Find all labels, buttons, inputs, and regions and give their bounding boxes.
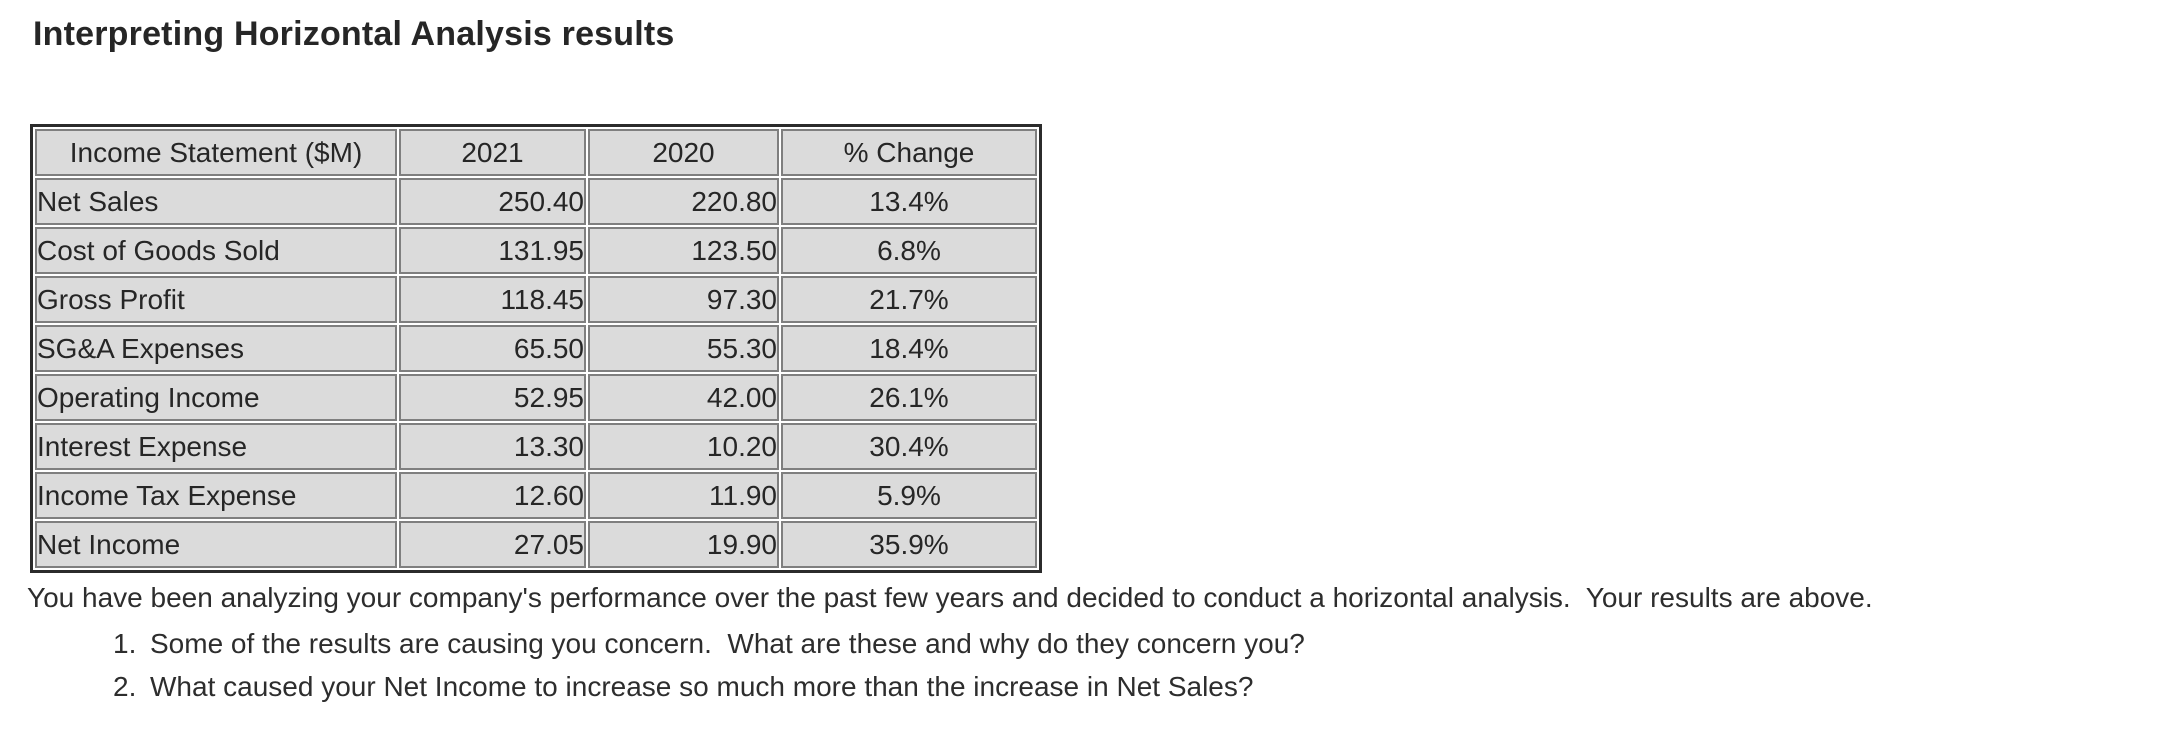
row-label: Operating Income	[35, 374, 397, 421]
page-title: Interpreting Horizontal Analysis results	[33, 15, 675, 53]
value-2021: 13.30	[399, 423, 586, 470]
row-label: Net Sales	[35, 178, 397, 225]
row-label: Interest Expense	[35, 423, 397, 470]
value-2020: 55.30	[588, 325, 779, 372]
table-row: SG&A Expenses 65.50 55.30 18.4%	[35, 325, 1037, 372]
question-1-text: Some of the results are causing you conc…	[150, 628, 1305, 659]
value-2021: 52.95	[399, 374, 586, 421]
value-percent-change: 26.1%	[781, 374, 1037, 421]
col-header-2020: 2020	[588, 129, 779, 176]
value-2020: 11.90	[588, 472, 779, 519]
question-2: 2. What caused your Net Income to increa…	[113, 670, 2164, 704]
table-header-row: Income Statement ($M) 2021 2020 % Change	[35, 129, 1037, 176]
question-2-text: What caused your Net Income to increase …	[150, 671, 1254, 702]
value-2021: 27.05	[399, 521, 586, 568]
value-percent-change: 6.8%	[781, 227, 1037, 274]
value-2021: 65.50	[399, 325, 586, 372]
table-row: Cost of Goods Sold 131.95 123.50 6.8%	[35, 227, 1037, 274]
col-header-income-statement: Income Statement ($M)	[35, 129, 397, 176]
value-2020: 97.30	[588, 276, 779, 323]
value-percent-change: 18.4%	[781, 325, 1037, 372]
table-row: Operating Income 52.95 42.00 26.1%	[35, 374, 1037, 421]
table-row: Income Tax Expense 12.60 11.90 5.9%	[35, 472, 1037, 519]
row-label: Income Tax Expense	[35, 472, 397, 519]
question-1-number: 1.	[113, 628, 137, 659]
value-2020: 220.80	[588, 178, 779, 225]
question-1: 1. Some of the results are causing you c…	[113, 627, 2164, 661]
col-header-2021: 2021	[399, 129, 586, 176]
value-percent-change: 21.7%	[781, 276, 1037, 323]
col-header-percent-change: % Change	[781, 129, 1037, 176]
row-label: SG&A Expenses	[35, 325, 397, 372]
value-2020: 123.50	[588, 227, 779, 274]
value-2021: 118.45	[399, 276, 586, 323]
value-percent-change: 5.9%	[781, 472, 1037, 519]
table-row: Interest Expense 13.30 10.20 30.4%	[35, 423, 1037, 470]
question-2-number: 2.	[113, 671, 137, 702]
value-2021: 250.40	[399, 178, 586, 225]
row-label: Cost of Goods Sold	[35, 227, 397, 274]
intro-text: You have been analyzing your company's p…	[27, 582, 1873, 613]
value-2021: 131.95	[399, 227, 586, 274]
value-2020: 10.20	[588, 423, 779, 470]
table-row: Net Sales 250.40 220.80 13.4%	[35, 178, 1037, 225]
value-percent-change: 35.9%	[781, 521, 1037, 568]
table-row: Gross Profit 118.45 97.30 21.7%	[35, 276, 1037, 323]
value-2020: 42.00	[588, 374, 779, 421]
income-statement-table: Income Statement ($M) 2021 2020 % Change…	[30, 124, 1042, 573]
value-2021: 12.60	[399, 472, 586, 519]
value-percent-change: 30.4%	[781, 423, 1037, 470]
row-label: Net Income	[35, 521, 397, 568]
value-2020: 19.90	[588, 521, 779, 568]
value-percent-change: 13.4%	[781, 178, 1037, 225]
row-label: Gross Profit	[35, 276, 397, 323]
table-row: Net Income 27.05 19.90 35.9%	[35, 521, 1037, 568]
